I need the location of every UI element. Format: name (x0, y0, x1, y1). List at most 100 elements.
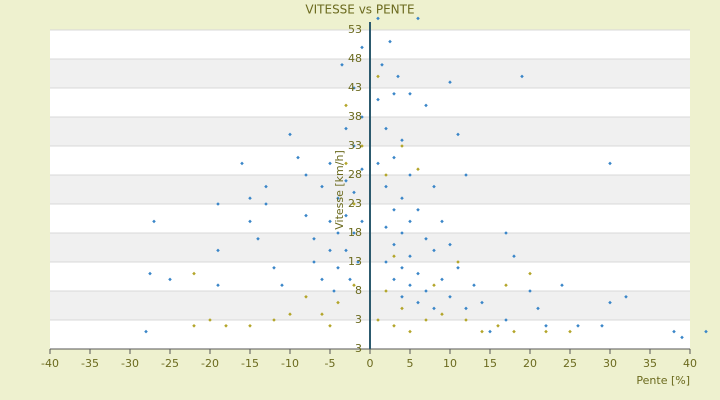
point (544, 329, 548, 334)
y-axis-label: Vitesse [km/h] (333, 150, 346, 230)
y-tick-label: 53 (348, 23, 362, 36)
point (344, 179, 348, 183)
point (392, 155, 396, 160)
point (520, 74, 524, 79)
point (440, 277, 444, 282)
x-tick-label: -5 (325, 357, 336, 370)
y-tick-label: 23 (348, 197, 362, 210)
y-tick-label: 13 (348, 255, 362, 268)
point (328, 161, 332, 166)
point (240, 161, 244, 166)
point (152, 219, 156, 224)
point (360, 45, 364, 50)
y-tick-label: 28 (348, 168, 362, 181)
point (312, 237, 316, 241)
point (376, 16, 380, 21)
y-tick-label: 18 (348, 226, 362, 239)
point (192, 271, 196, 276)
point (352, 144, 356, 148)
point (352, 190, 356, 195)
x-tick-label: -20 (201, 357, 219, 370)
x-tick-label: 40 (683, 357, 697, 370)
x-tick-label: 25 (563, 357, 577, 370)
point (248, 196, 252, 200)
point (400, 196, 404, 200)
point (512, 329, 516, 334)
point (400, 231, 404, 235)
x-tick-label: 5 (407, 357, 414, 370)
y-tick-label: 3 (355, 342, 362, 355)
point (352, 283, 356, 287)
point (320, 184, 324, 189)
point (144, 329, 148, 334)
point (448, 242, 452, 247)
point (376, 74, 380, 79)
point (208, 318, 212, 322)
point (320, 312, 324, 316)
point (680, 335, 684, 340)
point (432, 283, 436, 287)
y-tick-label: 48 (348, 52, 362, 65)
point (360, 144, 364, 148)
point (216, 202, 220, 206)
point (360, 115, 364, 119)
point (264, 202, 268, 206)
point (328, 219, 332, 224)
point (352, 86, 356, 90)
point (504, 318, 508, 322)
point (512, 254, 516, 258)
point (288, 132, 292, 137)
point (328, 248, 332, 253)
point (288, 312, 292, 316)
point (396, 74, 400, 79)
x-tick-label: -10 (281, 357, 299, 370)
point (480, 300, 484, 305)
point (608, 300, 612, 305)
point (416, 208, 420, 212)
point (304, 295, 308, 299)
point (456, 260, 460, 264)
point (672, 329, 676, 334)
point (424, 103, 428, 108)
point (340, 63, 344, 67)
point (280, 283, 284, 287)
point (488, 329, 492, 334)
point (328, 324, 332, 328)
point (216, 248, 220, 253)
point (344, 213, 348, 218)
point (560, 283, 564, 287)
point (256, 237, 260, 241)
point (344, 126, 348, 131)
point (380, 63, 384, 67)
point (352, 231, 356, 235)
point (408, 329, 412, 334)
point (400, 144, 404, 148)
point (528, 289, 532, 293)
point (348, 277, 352, 282)
x-tick-label: -35 (81, 357, 99, 370)
point (376, 97, 380, 102)
point (216, 283, 220, 287)
point (148, 271, 152, 276)
point (448, 80, 452, 84)
point (192, 324, 196, 328)
x-tick-label: 0 (367, 357, 374, 370)
point (424, 318, 428, 322)
point (392, 208, 396, 212)
point (408, 254, 412, 258)
point (356, 260, 360, 264)
point (248, 324, 252, 328)
point (312, 260, 316, 264)
point (528, 271, 532, 276)
y-tick-label: 33 (348, 139, 362, 152)
point (384, 173, 388, 177)
point (400, 306, 404, 311)
x-tick-label: 30 (603, 357, 617, 370)
point (392, 324, 396, 328)
x-axis-label: Pente [%] (636, 374, 690, 387)
point (384, 225, 388, 229)
point (496, 324, 500, 328)
y-tick-label: 8 (355, 284, 362, 297)
point (416, 167, 420, 171)
point (384, 289, 388, 293)
